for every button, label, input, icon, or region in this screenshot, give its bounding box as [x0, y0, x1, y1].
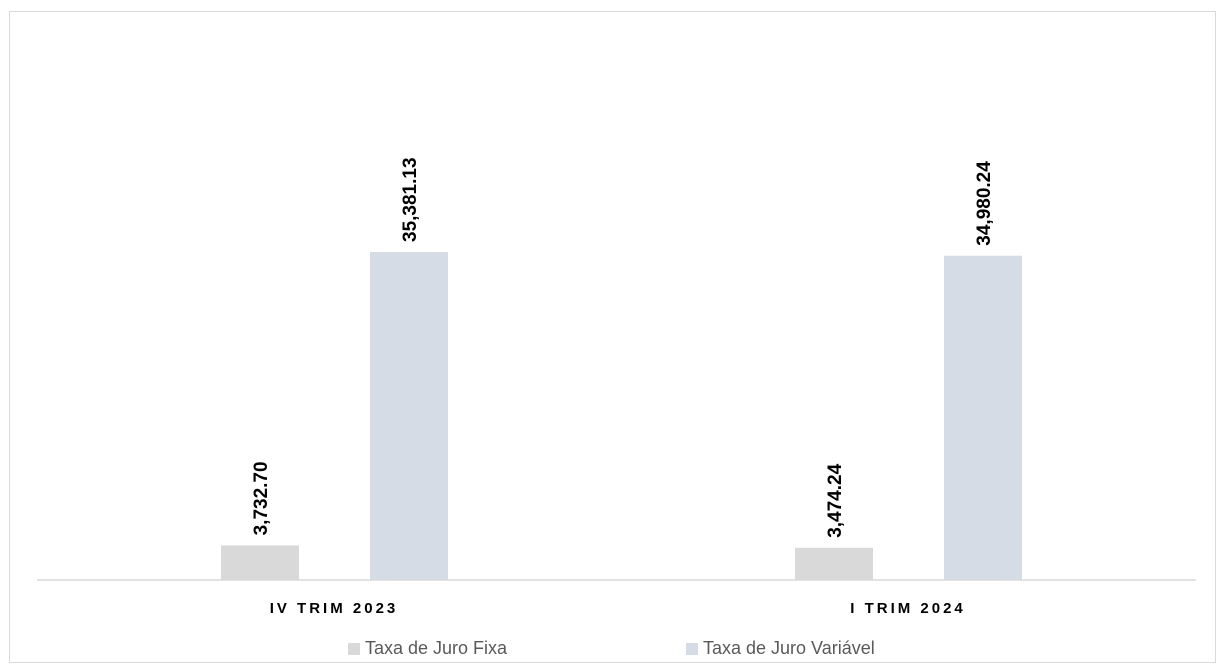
legend-item-variavel: Taxa de Juro Variável: [686, 638, 875, 659]
bar-variavel-1: [944, 255, 1022, 581]
data-label-variavel-0: 35,381.13: [400, 157, 421, 242]
bar-chart: 3,732.70 35,381.13 IV TRIM 2023 3,474.24 34,…: [37, 157, 1196, 617]
legend-swatch-fixa: [348, 642, 360, 655]
legend-item-fixa: Taxa de Juro Fixa: [348, 638, 507, 659]
data-label-fixa-0: 3,732.70: [251, 461, 272, 535]
legend: Taxa de Juro Fixa Taxa de Juro Variável: [0, 638, 1219, 662]
category-label-1: I TRIM 2024: [850, 600, 966, 617]
bar-variavel-0: [370, 252, 448, 580]
data-label-fixa-1: 3,474.24: [825, 463, 846, 537]
data-label-variavel-1: 34,980.24: [974, 161, 995, 246]
legend-label-fixa: Taxa de Juro Fixa: [365, 638, 508, 658]
legend-label-variavel: Taxa de Juro Variável: [703, 638, 875, 658]
bar-fixa-0: [221, 545, 299, 580]
legend-swatch-variavel: [686, 642, 698, 655]
bar-fixa-1: [795, 547, 873, 580]
category-label-0: IV TRIM 2023: [270, 600, 399, 617]
